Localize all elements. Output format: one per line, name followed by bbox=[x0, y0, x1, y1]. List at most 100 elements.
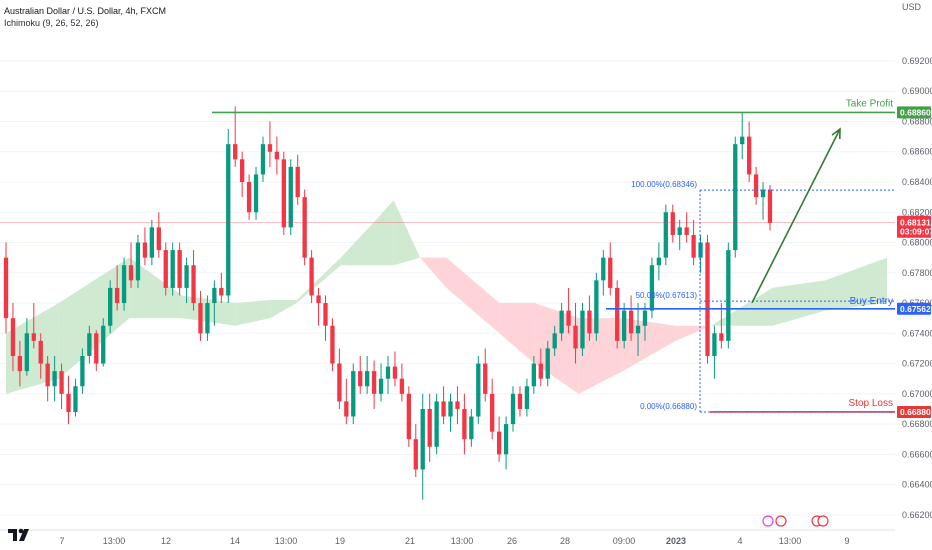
candle-body[interactable] bbox=[538, 363, 543, 379]
candle[interactable] bbox=[80, 348, 85, 394]
candle[interactable] bbox=[545, 340, 550, 387]
candle-body[interactable] bbox=[24, 333, 29, 372]
candle[interactable] bbox=[351, 363, 356, 425]
candle[interactable] bbox=[385, 356, 391, 394]
candle-body[interactable] bbox=[212, 287, 217, 304]
candle[interactable] bbox=[108, 280, 113, 334]
candle-body[interactable] bbox=[274, 151, 280, 160]
candle-body[interactable] bbox=[114, 287, 120, 304]
candle-body[interactable] bbox=[365, 371, 370, 387]
candle[interactable] bbox=[114, 265, 120, 311]
candle[interactable] bbox=[434, 393, 439, 455]
candle-body[interactable] bbox=[38, 340, 43, 364]
candle-body[interactable] bbox=[455, 401, 460, 409]
candle[interactable] bbox=[239, 151, 245, 198]
candle[interactable] bbox=[184, 257, 189, 304]
candle[interactable] bbox=[87, 325, 92, 364]
candle-body[interactable] bbox=[615, 287, 620, 341]
candle[interactable] bbox=[656, 242, 662, 281]
candle-body[interactable] bbox=[121, 265, 127, 304]
candle-body[interactable] bbox=[330, 325, 335, 364]
candle[interactable] bbox=[420, 393, 425, 500]
candle[interactable] bbox=[594, 272, 599, 341]
candle[interactable] bbox=[10, 303, 16, 372]
candle-body[interactable] bbox=[316, 295, 321, 304]
candle[interactable] bbox=[135, 234, 141, 288]
candle-body[interactable] bbox=[45, 363, 50, 387]
candle-body[interactable] bbox=[552, 333, 557, 349]
economic-event-icon[interactable] bbox=[775, 515, 787, 527]
candle-body[interactable] bbox=[719, 333, 724, 341]
candle[interactable] bbox=[344, 378, 349, 425]
candle-body[interactable] bbox=[156, 227, 161, 251]
candle-body[interactable] bbox=[656, 257, 662, 266]
candle-body[interactable] bbox=[135, 242, 141, 281]
candle-body[interactable] bbox=[309, 257, 314, 296]
candle[interactable] bbox=[170, 242, 175, 296]
candle-body[interactable] bbox=[490, 393, 495, 432]
candle[interactable] bbox=[198, 290, 203, 341]
candle[interactable] bbox=[531, 356, 537, 394]
candle-body[interactable] bbox=[483, 363, 488, 394]
candle-body[interactable] bbox=[163, 250, 168, 288]
candle[interactable] bbox=[747, 121, 752, 182]
candle-body[interactable] bbox=[219, 287, 224, 296]
candle[interactable] bbox=[281, 151, 286, 235]
candle-body[interactable] bbox=[531, 363, 537, 387]
candle[interactable] bbox=[517, 386, 523, 417]
candle-body[interactable] bbox=[705, 242, 710, 356]
candle[interactable] bbox=[295, 154, 300, 205]
candle-body[interactable] bbox=[233, 144, 238, 160]
candle-body[interactable] bbox=[302, 197, 307, 258]
candle[interactable] bbox=[441, 386, 446, 425]
candle[interactable] bbox=[323, 295, 328, 341]
candle-body[interactable] bbox=[226, 144, 231, 296]
candle-body[interactable] bbox=[767, 189, 773, 223]
candle-body[interactable] bbox=[677, 227, 682, 235]
candle-body[interactable] bbox=[239, 159, 245, 182]
candle-body[interactable] bbox=[142, 242, 148, 258]
candle-body[interactable] bbox=[281, 159, 286, 228]
candle-body[interactable] bbox=[503, 424, 509, 455]
candle[interactable] bbox=[448, 393, 453, 432]
candle-body[interactable] bbox=[358, 371, 363, 387]
candle-body[interactable] bbox=[59, 371, 64, 394]
candle-body[interactable] bbox=[559, 310, 564, 334]
candle[interactable] bbox=[559, 303, 564, 341]
candle[interactable] bbox=[128, 242, 134, 288]
candle[interactable] bbox=[392, 351, 398, 387]
candle-body[interactable] bbox=[594, 280, 599, 334]
candle[interactable] bbox=[212, 280, 217, 326]
candle[interactable] bbox=[365, 356, 370, 394]
candle[interactable] bbox=[698, 234, 703, 273]
candle-body[interactable] bbox=[642, 310, 648, 326]
candle-body[interactable] bbox=[691, 234, 696, 258]
candle[interactable] bbox=[31, 303, 36, 349]
candle[interactable] bbox=[621, 303, 627, 349]
candle-body[interactable] bbox=[733, 144, 738, 251]
candle-body[interactable] bbox=[31, 333, 36, 341]
candle[interactable] bbox=[677, 219, 682, 251]
candle-body[interactable] bbox=[413, 439, 418, 470]
candle[interactable] bbox=[253, 166, 259, 220]
candle-body[interactable] bbox=[476, 363, 481, 417]
candle-body[interactable] bbox=[73, 386, 78, 412]
symbol-title[interactable]: Australian Dollar / U.S. Dollar, 4h, FXC… bbox=[4, 6, 167, 16]
candle[interactable] bbox=[17, 340, 23, 387]
candle[interactable] bbox=[149, 219, 155, 266]
candle[interactable] bbox=[219, 272, 224, 304]
candle[interactable] bbox=[142, 227, 148, 266]
candle-body[interactable] bbox=[87, 333, 92, 356]
candle-body[interactable] bbox=[740, 136, 745, 145]
candle[interactable] bbox=[378, 363, 384, 402]
candle[interactable] bbox=[73, 378, 78, 417]
candle-body[interactable] bbox=[191, 265, 196, 304]
candle[interactable] bbox=[371, 360, 377, 409]
candle[interactable] bbox=[726, 242, 731, 349]
candle[interactable] bbox=[538, 348, 543, 387]
candle-body[interactable] bbox=[101, 325, 106, 364]
candle[interactable] bbox=[302, 189, 307, 266]
candle-body[interactable] bbox=[698, 242, 703, 258]
projection-arrow[interactable] bbox=[751, 128, 841, 304]
